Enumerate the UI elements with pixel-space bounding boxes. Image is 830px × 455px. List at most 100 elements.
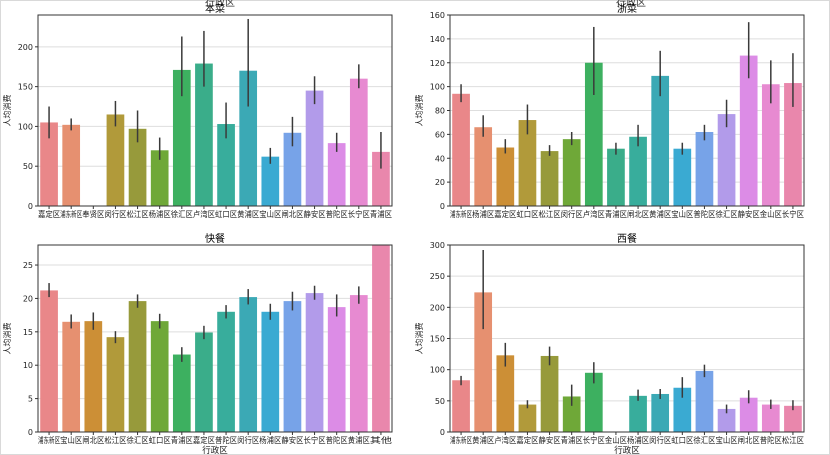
bar [629,395,647,432]
y-tick-label: 100 [430,83,445,92]
bar [327,143,346,206]
axes-frame [449,14,805,207]
x-tick-label: 闸北区 [281,210,303,219]
bar [128,301,147,432]
x-tick-label: 杨浦区 [259,435,281,445]
x-tick-label: 闵行区 [561,209,583,219]
bar [239,297,258,432]
panel-4: 0 50 100 150 200 250 300 浦东新区黄浦区卢湾区嘉定区静安区青浦区长宁区… [414,232,805,455]
x-tick-label: 嘉定区 [516,435,538,445]
y-tick-label: 140 [430,35,445,44]
x-tick-label: 徐汇区 [127,435,149,445]
y-tick-label: 300 [430,241,445,250]
y-tick-label: 100 [18,122,33,131]
x-tick-label: 嘉定区 [38,209,60,219]
bar [673,387,692,432]
bar [128,128,147,206]
bar [283,132,302,206]
y-tick-label: 15 [23,328,33,337]
bar [474,292,493,432]
x-tick-label: 其他 [370,435,392,445]
y-tick-label: 20 [435,178,445,187]
y-tick-label: 80 [435,107,445,116]
x-tick-label: 松江区 [539,209,561,219]
bar [62,321,81,432]
x-tick-label: 闸北区 [82,436,104,445]
x-tick-label: 嘉定区 [193,435,215,445]
bar [452,380,470,432]
x-tick-label: 虹口区 [516,210,538,219]
x-tick-label: 卢湾区 [193,209,215,219]
y-tick-label: 200 [430,303,445,312]
y-tick-label: 25 [23,261,33,270]
y-tick-label: 60 [435,130,445,139]
x-tick-label: 普陀区 [693,209,715,219]
panel-1: 0 50 100 150 200 嘉定区浦东新区奉贤区闵行区松江区杨浦区徐汇区卢湾区虹口区… [2,2,393,219]
bar [584,372,603,432]
x-tick-label: 松江区 [127,209,149,219]
bar [584,62,603,206]
bar [195,332,213,432]
bar [239,70,258,206]
bar [518,404,537,432]
x-tick-label: 松江区 [782,435,804,445]
bar [474,127,493,206]
x-tick-label: 长宁区 [304,435,326,445]
x-tick-label: 青浦区 [171,435,193,445]
x-tick-label: 普陀区 [326,209,348,219]
bar [761,404,780,432]
y-axis-label: 人均消费 [2,95,12,127]
x-tick-label: 浦东新区 [450,209,472,219]
x-tick-label: 奉贤区 [82,209,104,219]
bar [372,151,390,206]
x-tick-label: 金山区 [760,209,782,219]
bar [540,355,559,432]
bar [349,78,368,206]
x-tick-label: 闵行区 [649,435,671,445]
x-tick-label: 闸北区 [627,210,649,219]
bar [217,124,235,206]
y-axis-label: 人均消费 [414,323,424,355]
x-tick-label: 普陀区 [215,435,237,445]
bar [784,83,802,206]
x-tick-label: 闵行区 [237,435,259,445]
bar [607,148,625,206]
x-tick-label: 黄浦区 [472,435,494,445]
x-tick-label: 徐汇区 [171,209,193,219]
bar [372,245,390,432]
x-tick-label: 普陀区 [326,435,348,445]
y-tick-label: 200 [18,43,33,52]
bar [651,75,670,206]
bar [349,295,368,432]
x-tick-label: 宝山区 [716,435,738,445]
bar [40,122,58,206]
bar [518,120,537,206]
bar [327,307,346,432]
bar [629,136,647,206]
x-tick-label: 浦东新区 [38,435,60,445]
bar [452,93,470,206]
chart-title: 本菜 [205,2,225,15]
x-tick-label: 闵行区 [104,209,126,219]
bar [496,355,515,432]
bar [217,311,235,432]
x-axis-label: 行政区 [614,445,640,455]
y-tick-label: 100 [430,366,445,375]
x-tick-label: 黄浦区 [649,209,671,219]
x-tick-label: 宝山区 [259,209,281,219]
bar [739,397,758,432]
x-tick-label: 宝山区 [671,209,693,219]
y-tick-label: 250 [430,272,445,281]
bar [717,408,736,432]
x-tick-label: 长宁区 [348,209,370,219]
top-cut-xlabel-left: 行政区 [205,0,235,9]
y-tick-label: 50 [435,397,445,406]
bar [261,311,280,432]
axes-frame [37,14,393,207]
chart-title: 快餐 [205,232,225,245]
bar [261,156,280,206]
x-tick-label: 虹口区 [671,436,693,445]
bar [150,321,169,432]
x-tick-label: 宝山区 [60,435,82,445]
x-tick-label: 闸北区 [738,436,760,445]
